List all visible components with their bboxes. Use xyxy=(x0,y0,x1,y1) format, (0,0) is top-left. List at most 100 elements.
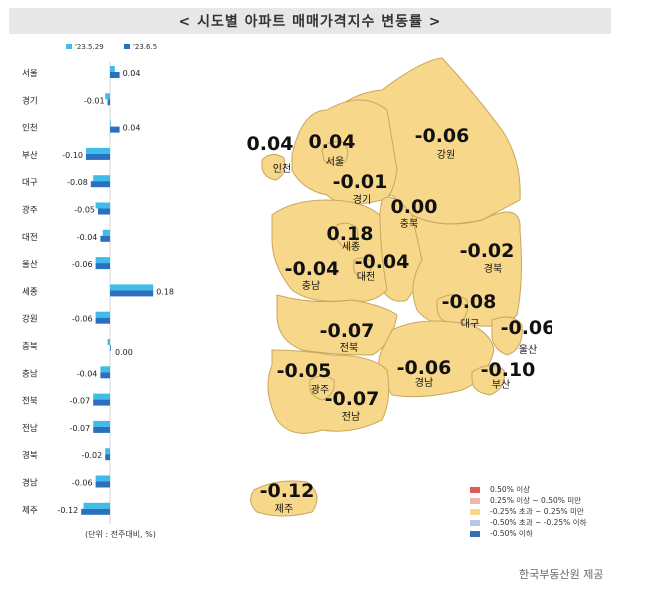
bar-curr xyxy=(110,126,120,133)
map-value-daejeon: -0.04 xyxy=(355,251,410,273)
value-label: -0.07 xyxy=(69,424,90,433)
series-legend-swatch xyxy=(66,44,72,49)
legend-label: -0.50% 초과 ~ -0.25% 이하 xyxy=(490,518,587,527)
series-legend-swatch xyxy=(124,44,130,49)
source-credit: 한국부동산원 제공 xyxy=(519,568,604,581)
value-label: -0.05 xyxy=(74,206,95,215)
bar-prev xyxy=(95,202,110,209)
category-label: 제주 xyxy=(22,506,38,516)
legend-row: 0.25% 이상 ~ 0.50% 미만 xyxy=(470,495,586,506)
value-label: 0.18 xyxy=(156,287,174,296)
category-label: 대전 xyxy=(22,232,38,243)
map-value-daegu: -0.08 xyxy=(442,291,497,313)
value-label: 0.04 xyxy=(123,69,141,78)
value-label: -0.02 xyxy=(81,451,102,460)
bar-prev xyxy=(110,66,115,72)
map-label-gyeonggi: 경기 xyxy=(353,193,371,206)
legend-swatch xyxy=(470,508,480,515)
bar-prev xyxy=(95,257,110,264)
map-label-chungbuk: 충북 xyxy=(400,218,418,230)
bar-prev xyxy=(93,420,110,427)
legend-label: -0.50% 이하 xyxy=(490,529,533,538)
legend-swatch xyxy=(470,497,480,504)
map-value-chungbuk: 0.00 xyxy=(391,196,438,218)
chart-title-bar: < 시도별 아파트 매매가격지수 변동률 > xyxy=(9,8,611,34)
map-label-incheon: 인천 xyxy=(273,163,291,175)
map-region-gwangju xyxy=(309,375,335,401)
bar-curr xyxy=(90,181,110,188)
map-value-jeonbuk: -0.07 xyxy=(320,320,375,342)
value-label: -0.06 xyxy=(72,479,93,488)
bar-curr xyxy=(110,72,120,78)
unit-note: (단위 : 전주대비, %) xyxy=(85,530,156,539)
map-label-jeju: 제주 xyxy=(275,503,293,515)
map-label-sejong: 세종 xyxy=(342,241,360,253)
category-label: 충북 xyxy=(22,342,38,352)
bar-prev xyxy=(110,120,111,127)
category-label: 광주 xyxy=(22,205,38,216)
bar-prev xyxy=(100,366,110,373)
map-region-seoul xyxy=(321,141,349,166)
map-value-gyeonggi: -0.01 xyxy=(333,171,388,193)
bar-prev xyxy=(105,93,110,100)
legend-swatch xyxy=(470,530,480,537)
series-legend-label: '23.6.5 xyxy=(133,43,157,51)
bar-curr xyxy=(98,208,110,215)
bar-prev xyxy=(83,502,110,509)
bar-prev xyxy=(95,475,110,482)
category-label: 강원 xyxy=(22,314,38,325)
legend-row: 0.50% 이상 xyxy=(470,484,586,495)
value-label: -0.06 xyxy=(72,260,93,269)
map-label-daegu: 대구 xyxy=(461,318,479,330)
map-value-sejong: 0.18 xyxy=(327,223,374,245)
bar-curr xyxy=(100,372,110,379)
category-label: 대구 xyxy=(22,178,38,188)
map-value-ulsan: -0.06 xyxy=(501,317,552,339)
bar-prev xyxy=(105,448,110,455)
map-region-incheon xyxy=(261,154,286,181)
korea-map: 0.04 인천 0.04 서울 -0.06 강원 -0.01 경기 0.00 충… xyxy=(247,57,552,517)
legend-row: -0.50% 이하 xyxy=(470,528,586,539)
chart-title: < 시도별 아파트 매매가격지수 변동률 > xyxy=(178,14,442,30)
value-label: -0.04 xyxy=(77,369,98,378)
category-label: 전남 xyxy=(22,423,38,434)
category-label: 경기 xyxy=(22,95,38,106)
map-region-jeju xyxy=(250,480,318,517)
map-region-daegu xyxy=(436,294,468,326)
value-label: 0.04 xyxy=(123,124,141,133)
legend-label: 0.50% 이상 xyxy=(490,485,531,494)
value-label: -0.10 xyxy=(62,151,83,160)
bar-curr xyxy=(105,454,110,461)
legend-swatch xyxy=(470,486,480,493)
map-label-jeonnam: 전남 xyxy=(342,411,360,423)
bar-prev xyxy=(95,311,110,318)
map-value-busan: -0.10 xyxy=(481,359,536,381)
map-label-ulsan: 울산 xyxy=(519,344,537,356)
bar-curr xyxy=(110,290,154,297)
bar-curr xyxy=(110,345,111,351)
map-region-sejong xyxy=(335,222,359,249)
bar-curr xyxy=(95,263,110,270)
map-value-gyeongnam: -0.06 xyxy=(397,357,452,379)
bar-curr xyxy=(107,99,110,106)
map-region-busan xyxy=(471,365,505,396)
bar-prev xyxy=(102,229,110,236)
legend-label: -0.25% 초과 ~ 0.25% 미만 xyxy=(490,507,584,516)
category-label: 경남 xyxy=(22,478,38,489)
category-label: 울산 xyxy=(22,259,38,270)
value-label: -0.06 xyxy=(72,315,93,324)
category-label: 인천 xyxy=(22,123,38,134)
map-label-gwangju: 광주 xyxy=(311,384,329,396)
category-label: 충남 xyxy=(22,369,38,379)
category-label: 세종 xyxy=(22,287,38,297)
map-label-busan: 부산 xyxy=(492,379,510,391)
legend-row: -0.50% 초과 ~ -0.25% 이하 xyxy=(470,517,586,528)
map-region-daejeon xyxy=(353,257,373,279)
bar-curr xyxy=(86,153,110,160)
map-label-gyeongbuk: 경북 xyxy=(484,262,502,275)
category-label: 전북 xyxy=(22,396,38,407)
map-value-jeju: -0.12 xyxy=(260,480,315,502)
map-region-ulsan xyxy=(491,316,523,356)
map-value-gwangju: -0.05 xyxy=(277,360,332,382)
bar-curr xyxy=(95,481,110,488)
